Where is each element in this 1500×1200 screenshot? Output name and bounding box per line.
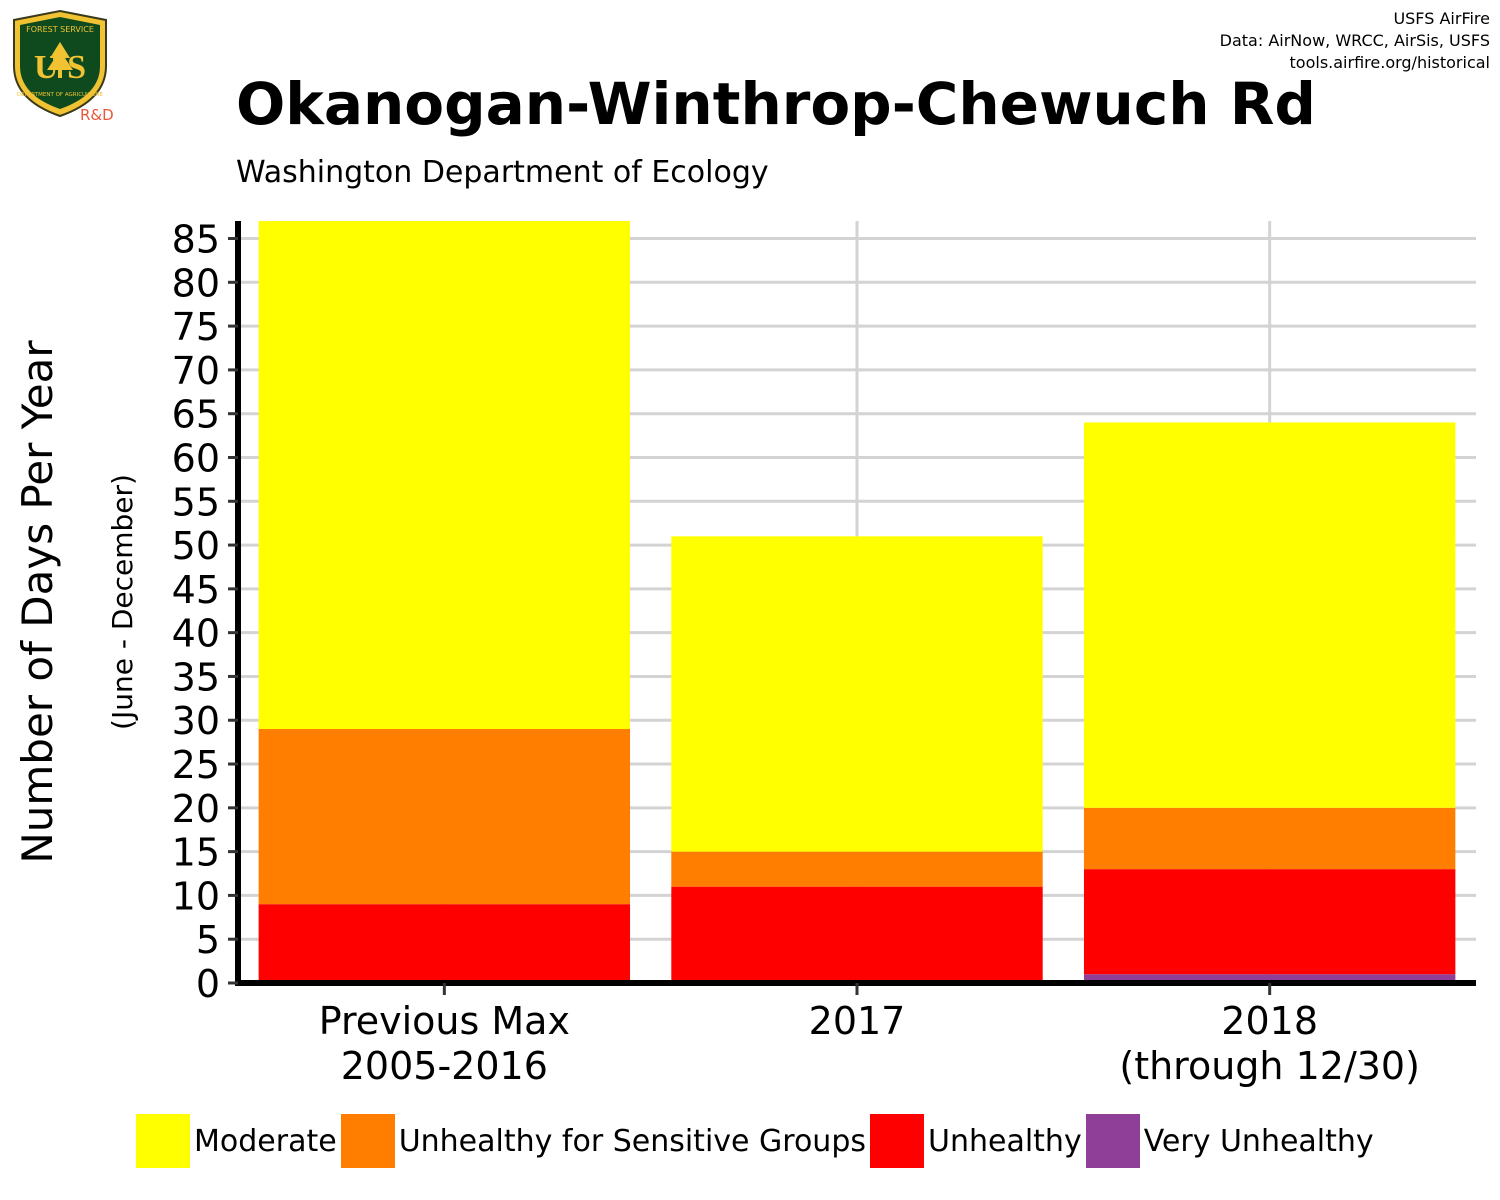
bar-segment [671, 851, 1043, 887]
bar-segment [258, 221, 631, 729]
legend-label: Unhealthy for Sensitive Groups [398, 1123, 866, 1159]
y-axis-title: Number of Days Per Year [13, 340, 62, 864]
chart-subtitle: Washington Department of Ecology [236, 155, 769, 190]
y-tick-label: 20 [172, 787, 220, 831]
legend-swatch [136, 1114, 190, 1168]
bar-segment [258, 729, 631, 905]
y-tick-label: 45 [172, 568, 220, 612]
legend-swatch [870, 1114, 924, 1168]
bar-segment [671, 536, 1043, 852]
y-tick-label: 60 [172, 436, 220, 480]
legend-label: Moderate [194, 1123, 337, 1159]
y-tick-label: 30 [172, 699, 220, 743]
legend-label: Very Unhealthy [1143, 1123, 1374, 1159]
bar-segment [1083, 974, 1456, 983]
chart-title: Okanogan-Winthrop-Chewuch Rd [236, 70, 1316, 138]
credits: USFS AirFire Data: AirNow, WRCC, AirSis,… [1220, 8, 1490, 74]
x-tick-label: 2018 [1221, 999, 1318, 1043]
legend-item: Unhealthy for Sensitive Groups [340, 1114, 866, 1168]
bar-segment [1083, 869, 1456, 975]
forest-service-logo: U S FOREST SERVICE DEPARTMENT OF AGRICUL… [8, 8, 114, 124]
bar-segment [671, 886, 1043, 983]
y-tick-label: 75 [172, 305, 220, 349]
y-tick-label: 25 [172, 743, 220, 787]
y-tick-label: 55 [172, 480, 220, 524]
legend-item: Very Unhealthy [1085, 1114, 1374, 1168]
y-tick-label: 50 [172, 524, 220, 568]
logo-rd-badge: R&D [80, 106, 114, 124]
legend-item: Moderate [136, 1114, 337, 1168]
legend: Moderate Unhealthy for Sensitive Groups Un… [136, 1113, 1378, 1169]
y-tick-label: 5 [196, 918, 220, 962]
logo-bottom-text: DEPARTMENT OF AGRICULTURE [17, 92, 104, 98]
y-tick-label: 70 [172, 349, 220, 393]
y-tick-label: 10 [172, 874, 220, 918]
x-tick-label: 2017 [809, 999, 906, 1043]
legend-item: Unhealthy [870, 1114, 1082, 1168]
credit-line: Data: AirNow, WRCC, AirSis, USFS [1219, 31, 1490, 50]
y-tick-label: 15 [172, 831, 220, 875]
y-axis-subtitle: (June - December) [106, 474, 139, 730]
y-tick-label: 0 [196, 962, 220, 1006]
x-tick-label: Previous Max [319, 999, 570, 1043]
legend-label: Unhealthy [928, 1123, 1082, 1159]
y-tick-label: 65 [172, 393, 220, 437]
x-tick-label: 2005-2016 [341, 1044, 548, 1088]
legend-swatch [1085, 1114, 1140, 1168]
y-tick-label: 85 [172, 218, 220, 262]
y-tick-label: 40 [172, 612, 220, 656]
logo-top-text: FOREST SERVICE [26, 25, 94, 34]
x-tick-label: (through 12/30) [1119, 1044, 1420, 1088]
bar-segment [1083, 807, 1456, 870]
bar-segment [1083, 422, 1456, 808]
y-tick-label: 35 [172, 655, 220, 699]
forest-service-shield-icon: U S FOREST SERVICE DEPARTMENT OF AGRICUL… [13, 9, 107, 118]
bar-segment [258, 904, 631, 983]
legend-swatch [340, 1114, 395, 1168]
credit-line: tools.airfire.org/historical [1289, 53, 1490, 72]
credit-line: USFS AirFire [1393, 9, 1490, 28]
y-tick-label: 80 [172, 261, 220, 305]
